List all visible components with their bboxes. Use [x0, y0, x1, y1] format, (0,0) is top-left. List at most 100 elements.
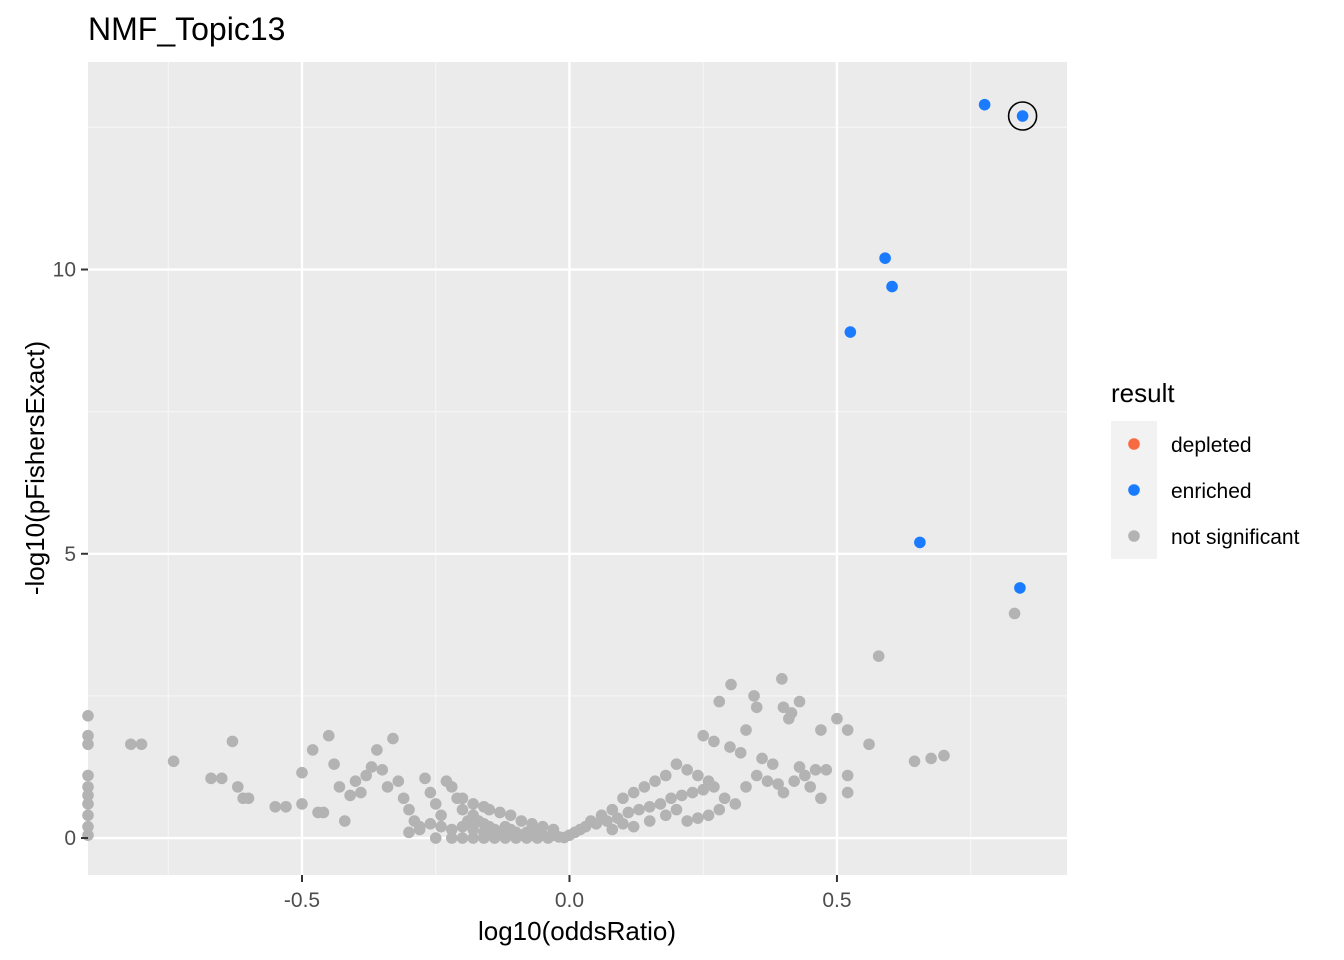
point-enriched — [844, 326, 857, 338]
point-not-significant — [863, 738, 875, 751]
point-not-significant — [322, 729, 335, 742]
point-not-significant — [82, 820, 94, 833]
point-not-significant — [435, 809, 447, 822]
point-not-significant — [793, 761, 806, 773]
point-not-significant — [1008, 607, 1021, 620]
point-not-significant — [215, 772, 228, 785]
point-not-significant — [333, 781, 346, 793]
point-not-significant — [908, 755, 921, 768]
point-not-significant — [643, 815, 656, 827]
y-tick-label: 5 — [64, 543, 76, 566]
point-not-significant — [777, 786, 790, 799]
point-not-significant — [788, 775, 800, 787]
point-not-significant — [809, 764, 822, 776]
point-not-significant — [820, 764, 833, 776]
point-not-significant — [242, 792, 255, 805]
point-not-significant — [725, 678, 737, 691]
point-enriched — [1014, 582, 1026, 594]
point-not-significant — [799, 769, 811, 782]
point-not-significant — [499, 829, 512, 842]
point-not-significant — [456, 820, 469, 833]
point-not-significant — [82, 781, 94, 793]
point-not-significant — [387, 732, 399, 745]
x-axis-title: log10(oddsRatio) — [478, 916, 676, 946]
point-not-significant — [601, 815, 613, 827]
legend-label: depleted — [1171, 434, 1252, 457]
point-not-significant — [445, 823, 458, 836]
point-not-significant — [124, 738, 137, 751]
highlight-ring — [1007, 101, 1038, 131]
point-not-significant — [167, 755, 180, 768]
point-not-significant — [766, 758, 779, 770]
point-not-significant — [938, 749, 950, 762]
point-not-significant — [231, 781, 244, 793]
point-not-significant — [349, 775, 362, 787]
point-not-significant — [708, 781, 720, 793]
point-not-significant — [925, 752, 937, 765]
point-not-significant — [381, 781, 394, 793]
point-not-significant — [467, 798, 479, 810]
point-not-significant — [659, 809, 672, 822]
point-enriched — [879, 252, 891, 264]
point-not-significant — [740, 724, 752, 736]
x-tick-label: -0.5 — [284, 889, 320, 912]
point-not-significant — [280, 800, 292, 813]
point-not-significant — [681, 764, 693, 776]
point-not-significant — [419, 772, 431, 785]
point-not-significant — [579, 820, 592, 833]
point-not-significant — [670, 758, 683, 770]
point-enriched — [978, 98, 991, 111]
point-not-significant — [606, 823, 619, 836]
point-not-significant — [724, 741, 736, 753]
point-not-significant — [82, 798, 94, 810]
point-not-significant — [547, 823, 560, 836]
point-not-significant — [82, 738, 94, 751]
point-not-significant — [135, 738, 148, 751]
point-not-significant — [526, 818, 538, 830]
point-not-significant — [269, 800, 282, 813]
point-not-significant — [478, 826, 490, 839]
point-not-significant — [841, 724, 854, 736]
point-not-significant — [734, 746, 747, 759]
point-not-significant — [697, 729, 710, 742]
point-not-significant — [488, 829, 501, 842]
axes: -0.5 0.0 0.5 0 5 10 — [53, 259, 852, 912]
point-not-significant — [558, 831, 570, 844]
plot-panel — [88, 62, 1067, 875]
point-not-significant — [82, 829, 94, 842]
point-not-significant — [590, 818, 603, 830]
point-not-significant — [841, 769, 854, 782]
point-not-significant — [365, 761, 378, 773]
legend-title: result — [1111, 378, 1175, 408]
point-not-significant — [413, 820, 426, 833]
grid-lines — [88, 62, 1067, 875]
point-not-significant — [429, 832, 442, 844]
point-not-significant — [622, 806, 635, 819]
point-not-significant — [467, 832, 479, 844]
point-not-significant — [692, 812, 704, 824]
point-not-significant — [670, 803, 683, 816]
point-not-significant — [355, 786, 367, 799]
chart-title: NMF_Topic13 — [88, 11, 285, 47]
point-not-significant — [392, 775, 405, 787]
point-enriched — [914, 536, 926, 549]
point-not-significant — [424, 786, 437, 799]
point-not-significant — [376, 764, 389, 776]
point-not-significant — [435, 820, 447, 833]
point-not-significant — [872, 650, 885, 662]
point-not-significant — [226, 735, 239, 748]
point-not-significant — [504, 809, 517, 822]
legend-swatch — [1128, 438, 1140, 450]
point-not-significant — [338, 815, 351, 827]
point-not-significant — [772, 778, 784, 790]
point-not-significant — [777, 701, 790, 714]
point-not-significant — [467, 823, 479, 836]
x-tick-label: 0.5 — [822, 889, 851, 912]
point-not-significant — [761, 775, 774, 787]
point-not-significant — [317, 806, 330, 819]
data-points — [82, 98, 1038, 844]
point-not-significant — [831, 712, 843, 725]
y-axis-title: -log10(pFishersExact) — [20, 341, 50, 595]
point-not-significant — [82, 809, 94, 822]
